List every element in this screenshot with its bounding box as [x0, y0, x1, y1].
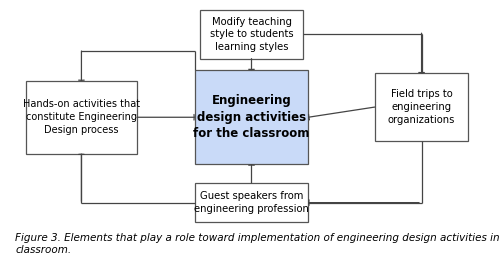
Text: Figure 3. Elements that play a role toward implementation of engineering design : Figure 3. Elements that play a role towa… [15, 233, 503, 255]
Text: Modify teaching
style to students
learning styles: Modify teaching style to students learni… [210, 17, 293, 52]
Text: Hands-on activities that
constitute Engineering
Design process: Hands-on activities that constitute Engi… [23, 100, 140, 135]
FancyBboxPatch shape [195, 70, 308, 164]
Text: Guest speakers from
engineering profession: Guest speakers from engineering professi… [194, 191, 309, 214]
FancyBboxPatch shape [200, 10, 303, 59]
FancyBboxPatch shape [375, 73, 468, 141]
Text: Engineering
design activities
for the classroom: Engineering design activities for the cl… [193, 94, 310, 140]
FancyBboxPatch shape [195, 183, 308, 222]
FancyBboxPatch shape [26, 81, 137, 154]
Text: Field trips to
engineering
organizations: Field trips to engineering organizations [388, 89, 455, 125]
